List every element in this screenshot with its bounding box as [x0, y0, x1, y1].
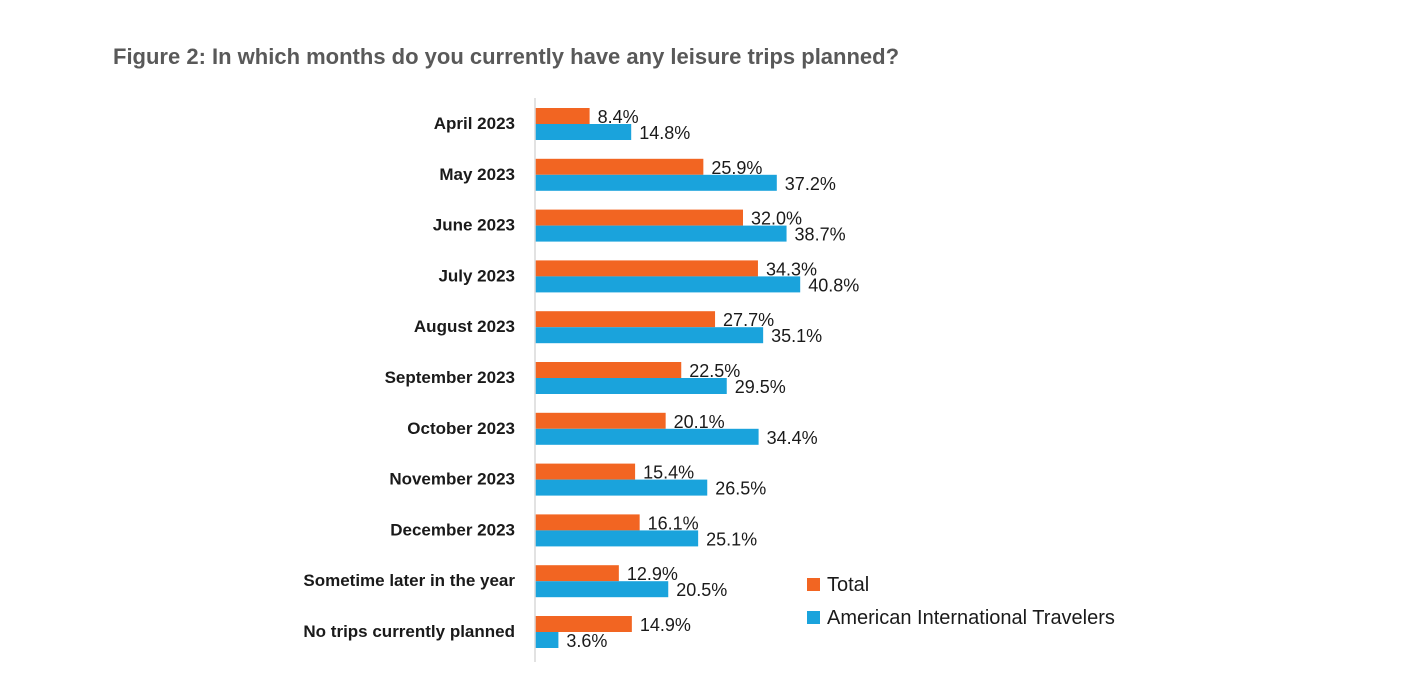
value-label-american-international-travelers-july-2023: 40.8%: [808, 275, 859, 295]
bar-total-september-2023: [535, 362, 682, 378]
value-label-total-june-2023: 32.0%: [751, 209, 802, 229]
labels-layer: April 2023 8.4%14.8% May 2023 25.9% 37.2% Jun…: [303, 107, 859, 651]
legend-swatch-american-international-travelers: [807, 611, 820, 624]
value-label-american-international-travelers-october-2023: 34.4%: [767, 428, 818, 448]
bar-total-july-2023: [535, 260, 758, 277]
value-label-total-may-2023: 25.9%: [711, 158, 762, 178]
value-label-total-october-2023: 20.1%: [674, 412, 725, 432]
value-label-american-international-travelers-no-trips-currently-planned: 3.6%: [566, 631, 607, 651]
value-label-american-international-travelers-june-2023: 38.7%: [795, 225, 846, 245]
category-label-july-2023: July 2023: [438, 266, 515, 285]
bar-american-international-travelers-june-2023: [535, 225, 787, 242]
bar-total-october-2023: [535, 412, 666, 429]
bar-american-international-travelers-no-trips-currently-planned: [535, 632, 559, 648]
bar-total-november-2023: [535, 463, 636, 480]
bar-american-international-travelers-may-2023: [535, 174, 777, 191]
bar-total-august-2023: [535, 311, 716, 328]
value-label-american-international-travelers-december-2023: 25.1%: [706, 529, 757, 549]
value-label-total-september-2023: 22.5%: [689, 361, 740, 381]
bar-total-may-2023: [535, 158, 704, 175]
bar-total-sometime-later-in-the-year: [535, 565, 619, 582]
bar-american-international-travelers-july-2023: [535, 276, 801, 293]
bars-layer: [535, 108, 801, 648]
chart-title: Figure 2: In which months do you current…: [113, 44, 900, 69]
category-label-august-2023: August 2023: [414, 317, 515, 336]
category-label-november-2023: November 2023: [389, 470, 515, 489]
value-label-american-international-travelers-may-2023: 37.2%: [785, 174, 836, 194]
legend-label-american-international-travelers: American International Travelers: [827, 607, 1115, 629]
bar-american-international-travelers-august-2023: [535, 327, 764, 344]
category-label-may-2023: May 2023: [439, 165, 515, 184]
bar-total-december-2023: [535, 514, 640, 531]
category-label-sometime-later-in-the-year: Sometime later in the year: [303, 571, 515, 590]
value-label-american-international-travelers-september-2023: 29.5%: [735, 377, 786, 397]
category-label-april-2023: April 2023: [434, 114, 515, 133]
value-label-total-july-2023: 34.3%: [766, 259, 817, 279]
bar-american-international-travelers-october-2023: [535, 428, 759, 445]
value-label-total-december-2023: 16.1%: [648, 513, 699, 533]
legend: Total American International Travelers: [807, 574, 1115, 629]
value-label-american-international-travelers-april-2023: 14.8%: [639, 123, 690, 143]
bar-american-international-travelers-april-2023: [535, 124, 632, 140]
category-label-june-2023: June 2023: [433, 216, 515, 235]
bar-total-april-2023: [535, 108, 590, 124]
legend-swatch-total: [807, 578, 820, 591]
value-label-american-international-travelers-august-2023: 35.1%: [771, 326, 822, 346]
value-label-total-sometime-later-in-the-year: 12.9%: [627, 564, 678, 584]
bar-american-international-travelers-december-2023: [535, 530, 699, 547]
legend-label-total: Total: [827, 574, 869, 596]
value-label-total-april-2023: 8.4%: [598, 107, 639, 127]
bar-american-international-travelers-sometime-later-in-the-year: [535, 581, 669, 598]
value-label-total-november-2023: 15.4%: [643, 463, 694, 483]
category-label-no-trips-currently-planned: No trips currently planned: [303, 622, 515, 641]
bar-american-international-travelers-september-2023: [535, 378, 727, 394]
value-label-total-no-trips-currently-planned: 14.9%: [640, 615, 691, 635]
category-label-september-2023: September 2023: [385, 368, 515, 387]
value-label-american-international-travelers-sometime-later-in-the-year: 20.5%: [676, 580, 727, 600]
value-label-total-august-2023: 27.7%: [723, 310, 774, 330]
bar-american-international-travelers-november-2023: [535, 479, 708, 496]
bar-total-no-trips-currently-planned: [535, 616, 632, 632]
category-label-december-2023: December 2023: [390, 520, 515, 539]
value-label-american-international-travelers-november-2023: 26.5%: [715, 479, 766, 499]
category-label-october-2023: October 2023: [407, 419, 515, 438]
bar-total-june-2023: [535, 209, 743, 226]
